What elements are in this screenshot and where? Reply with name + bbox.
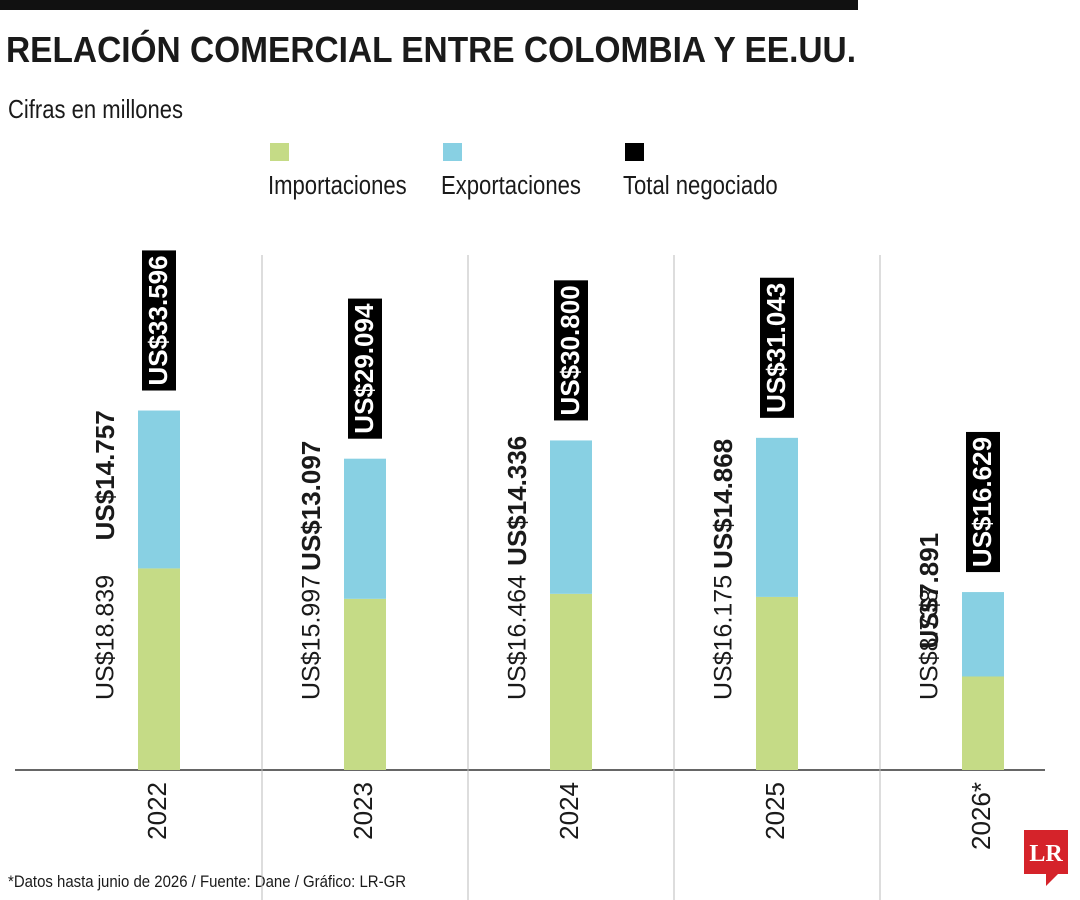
bar-segment bbox=[550, 593, 592, 770]
legend-swatch bbox=[270, 143, 289, 161]
value-label: US$16.175 bbox=[710, 575, 738, 700]
bar-segment bbox=[550, 440, 592, 594]
value-label: US$14.868 bbox=[708, 439, 738, 569]
total-box bbox=[760, 277, 794, 418]
value-label: US$14.757 bbox=[90, 410, 120, 540]
logo-box bbox=[1024, 830, 1068, 874]
footnote: *Datos hasta junio de 2026 / Fuente: Dan… bbox=[8, 872, 406, 891]
total-label: US$29.094 bbox=[348, 298, 382, 439]
chart-title: RELACIÓN COMERCIAL ENTRE COLOMBIA Y EE.U… bbox=[6, 28, 856, 70]
total-value-label: US$16.629 bbox=[967, 437, 997, 567]
x-tick-label: 2026* bbox=[966, 782, 996, 850]
logo: LR bbox=[1029, 841, 1063, 867]
bar-segment bbox=[344, 458, 386, 599]
value-label: US$15.997 bbox=[298, 575, 326, 700]
value-label: US$16.464 bbox=[504, 575, 532, 700]
x-tick-label: 2023 bbox=[348, 782, 378, 840]
x-tick-label: 2022 bbox=[142, 782, 172, 840]
total-value-label: US$33.596 bbox=[143, 255, 173, 385]
chart-subtitle: Cifras en millones bbox=[8, 94, 183, 124]
value-label: US$18.839 bbox=[92, 575, 120, 700]
legend-label: Importaciones bbox=[268, 171, 407, 200]
value-label: US$8.738 bbox=[916, 589, 944, 700]
bar-segment bbox=[756, 437, 798, 597]
value-label: US$13.097 bbox=[296, 441, 326, 571]
total-label: US$16.629 bbox=[966, 431, 1000, 573]
bar-segment bbox=[138, 410, 180, 569]
total-box bbox=[966, 431, 1000, 573]
total-value-label: US$30.800 bbox=[555, 285, 585, 415]
value-label: US$7.891 bbox=[914, 533, 944, 649]
bar-segment bbox=[962, 592, 1004, 677]
legend-swatch bbox=[625, 143, 644, 161]
total-label: US$31.043 bbox=[760, 277, 794, 418]
bar-segment bbox=[344, 598, 386, 770]
total-box bbox=[554, 280, 588, 421]
total-box bbox=[142, 250, 176, 391]
legend-label: Total negociado bbox=[623, 171, 778, 200]
total-value-label: US$29.094 bbox=[349, 303, 379, 434]
total-label: US$33.596 bbox=[142, 250, 176, 391]
total-value-label: US$31.043 bbox=[761, 283, 791, 413]
legend-label: Exportaciones bbox=[441, 171, 581, 200]
x-tick-label: 2024 bbox=[554, 782, 584, 840]
logo-tail bbox=[1046, 874, 1058, 886]
top-rule bbox=[0, 0, 858, 10]
x-tick-label: 2025 bbox=[760, 782, 790, 840]
total-box bbox=[348, 298, 382, 439]
bar-segment bbox=[756, 596, 798, 770]
value-label: US$14.336 bbox=[502, 436, 532, 566]
bar-segment bbox=[962, 676, 1004, 770]
total-label: US$30.800 bbox=[554, 280, 588, 421]
bar-segment bbox=[138, 568, 180, 770]
legend-swatch bbox=[443, 143, 462, 161]
